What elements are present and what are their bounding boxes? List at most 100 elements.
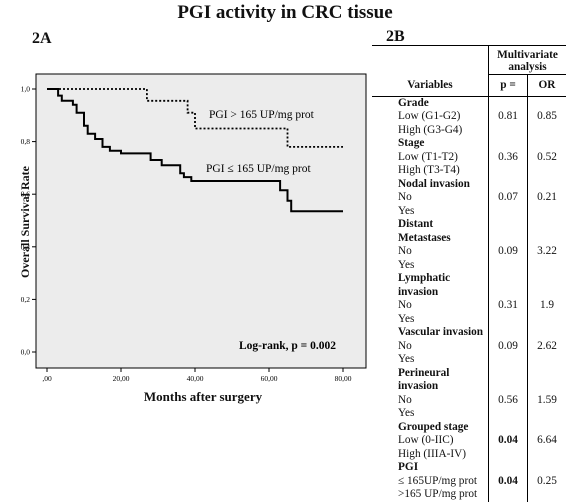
odds-ratio: 0.52	[527, 150, 566, 164]
table-row: No 0.09 2.62	[372, 339, 566, 353]
level-label: Yes	[398, 258, 415, 271]
group-spacer-p	[488, 420, 528, 434]
x-axis-ticks: ,00 20,00 40,00 60,00 80,00	[42, 368, 352, 383]
series-label-pgi-high: PGI > 165 UP/mg prot	[209, 109, 315, 121]
p-value: 0.04	[488, 434, 528, 448]
group-spacer-p	[488, 96, 528, 110]
y-tick-label: 0,8	[21, 137, 31, 146]
multivariate-table: Multivariate analysis Variables p = OR G…	[372, 45, 566, 502]
group-spacer-or	[527, 420, 566, 434]
group-spacer-or	[527, 137, 566, 151]
odds-ratio: 0.85	[527, 110, 566, 124]
y-axis-label: Overall Survival Rate	[18, 166, 32, 278]
log-rank-annotation: Log-rank, p = 0.002	[239, 340, 336, 352]
table-row: No 0.56 1.59	[372, 393, 566, 407]
p-value-empty	[488, 258, 528, 272]
level-label: No	[398, 245, 412, 257]
level-label: High (IIIA-IV)	[398, 447, 467, 460]
odds-ratio: 2.62	[527, 339, 566, 353]
odds-ratio-empty	[527, 123, 566, 137]
p-value: 0.07	[488, 191, 528, 205]
table-header-columns: Variables p = OR	[372, 74, 566, 97]
table-row: Stage	[372, 137, 566, 151]
p-value: 0.09	[488, 245, 528, 259]
table-row: Grade	[372, 96, 566, 110]
x-tick-label: 80,00	[335, 374, 352, 383]
odds-ratio-empty	[527, 204, 566, 218]
group-spacer-p	[488, 272, 528, 299]
group-spacer-p	[488, 366, 528, 394]
panel-a-label: 2A	[32, 30, 52, 47]
survival-chart: 0,0 0,2 0,4 0,6 0,8 1,0 ,00 20,00 40,00 60,00 80,…	[21, 73, 367, 383]
table-row: Yes	[372, 312, 566, 326]
level-label: Low (G1-G2)	[398, 110, 461, 122]
table-row: Yes	[372, 407, 566, 421]
level-label: No	[398, 191, 412, 203]
series-label-pgi-low: PGI ≤ 165 UP/mg prot	[206, 163, 312, 175]
odds-ratio-empty	[527, 164, 566, 178]
odds-ratio-empty	[527, 447, 566, 461]
group-spacer-or	[527, 326, 566, 340]
odds-ratio: 1.9	[527, 299, 566, 313]
group-name: Grouped stage	[398, 420, 469, 433]
survival-curve-pgi-low	[47, 88, 343, 213]
level-label: Yes	[398, 353, 415, 365]
table-row: Grouped stage	[372, 420, 566, 434]
table-row: No 0.31 1.9	[372, 299, 566, 313]
odds-ratio: 3.22	[527, 245, 566, 259]
odds-ratio-empty	[527, 407, 566, 421]
x-tick-label: 40,00	[187, 374, 204, 383]
group-name: Distant Metastases	[398, 218, 451, 244]
plot-area	[35, 73, 367, 369]
odds-ratio-empty	[527, 488, 566, 502]
group-name: Stage	[398, 137, 425, 149]
level-label: >165 UP/mg prot	[398, 488, 478, 500]
panel-b-label: 2B	[386, 28, 405, 45]
col-or-header: OR	[527, 74, 566, 97]
p-value-empty	[488, 407, 528, 421]
col-variables-header: Variables	[372, 74, 489, 97]
table-row: Low (0-IIC) 0.04 6.64	[372, 434, 566, 448]
group-spacer-or	[527, 272, 566, 299]
group-spacer-p	[488, 218, 528, 245]
group-name: Vascular invasion	[398, 326, 484, 338]
series-layer	[47, 88, 343, 213]
survival-curve-pgi-high	[47, 88, 343, 148]
y-axis-ticks: 0,0 0,2 0,4 0,6 0,8 1,0	[21, 85, 36, 357]
y-tick-label: 1,0	[21, 85, 31, 94]
table-row: Low (T1-T2) 0.36 0.52	[372, 150, 566, 164]
group-spacer-or	[527, 461, 566, 475]
p-value-empty	[488, 164, 528, 178]
table-row: >165 UP/mg prot	[372, 488, 566, 502]
level-label: Low (T1-T2)	[398, 150, 458, 163]
p-value-empty	[488, 204, 528, 218]
level-label: No	[398, 299, 412, 311]
odds-ratio: 0.21	[527, 191, 566, 205]
y-tick-label: 0,0	[21, 348, 31, 357]
group-name: Lymphatic invasion	[398, 272, 451, 298]
table-row: Yes	[372, 353, 566, 367]
odds-ratio-empty	[527, 353, 566, 367]
level-label: High (G3-G4)	[398, 123, 463, 136]
level-label: Yes	[398, 407, 415, 419]
level-label: Yes	[398, 204, 415, 217]
odds-ratio: 6.64	[527, 434, 566, 448]
x-tick-label: ,00	[42, 374, 52, 383]
group-spacer-p	[488, 177, 528, 191]
table-row: Perineural invasion	[372, 366, 566, 394]
table-row: Lymphatic invasion	[372, 272, 566, 299]
group-spacer-or	[527, 96, 566, 110]
odds-ratio-empty	[527, 312, 566, 326]
level-label: Low (0-IIC)	[398, 434, 454, 446]
group-spacer-p	[488, 137, 528, 151]
level-label: ≤ 165UP/mg prot	[398, 474, 478, 487]
group-name: Perineural invasion	[398, 366, 450, 393]
p-value-empty	[488, 353, 528, 367]
y-tick-label: 0,4	[21, 242, 31, 251]
odds-ratio-empty	[527, 258, 566, 272]
p-value: 0.09	[488, 339, 528, 353]
group-spacer-or	[527, 366, 566, 394]
table-row: Yes	[372, 204, 566, 218]
p-value-empty	[488, 123, 528, 137]
odds-ratio: 0.25	[527, 474, 566, 488]
